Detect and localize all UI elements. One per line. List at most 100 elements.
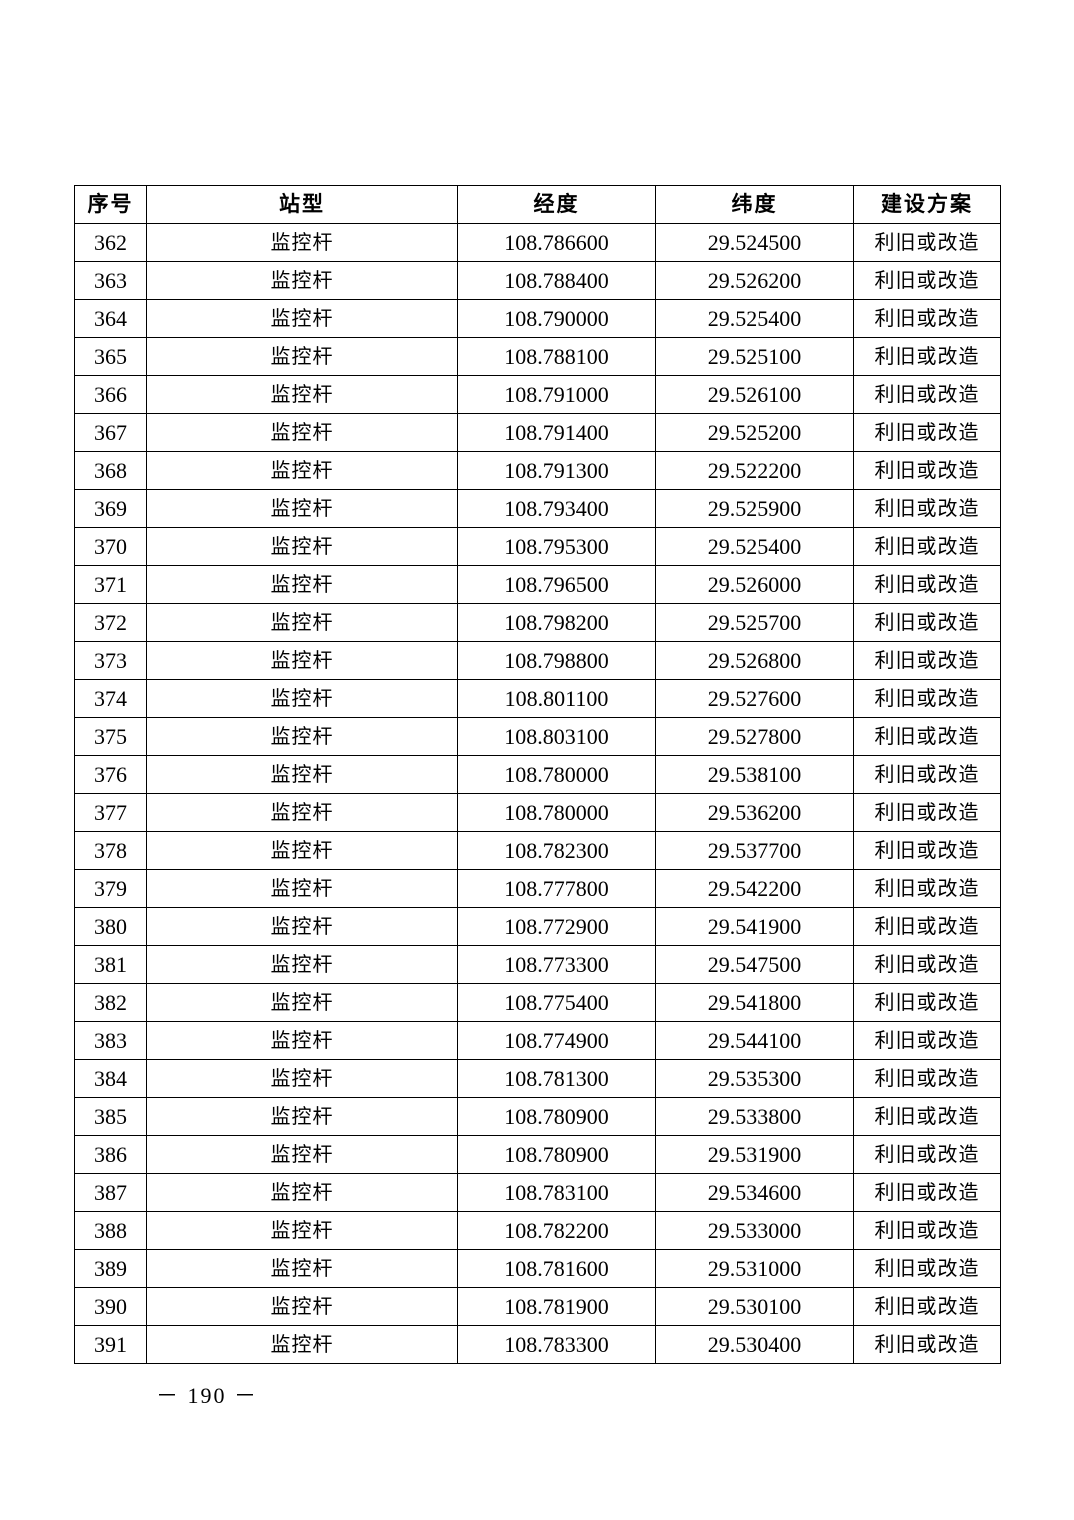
cell-station-type: 监控杆	[146, 413, 458, 452]
cell-sequence: 380	[74, 907, 147, 946]
table-row: 383 监控杆 108.774900 29.544100 利旧或改造	[74, 1021, 1001, 1060]
cell-construction-plan: 利旧或改造	[853, 641, 1001, 680]
cell-construction-plan: 利旧或改造	[853, 375, 1001, 414]
cell-longitude: 108.791000	[457, 375, 656, 414]
cell-longitude: 108.803100	[457, 717, 656, 756]
cell-longitude: 108.781300	[457, 1059, 656, 1098]
cell-station-type: 监控杆	[146, 1059, 458, 1098]
cell-sequence: 377	[74, 793, 147, 832]
cell-construction-plan: 利旧或改造	[853, 261, 1001, 300]
cell-station-type: 监控杆	[146, 527, 458, 566]
cell-longitude: 108.795300	[457, 527, 656, 566]
cell-longitude: 108.773300	[457, 945, 656, 984]
cell-station-type: 监控杆	[146, 983, 458, 1022]
table-row: 363 监控杆 108.788400 29.526200 利旧或改造	[74, 261, 1001, 300]
cell-construction-plan: 利旧或改造	[853, 869, 1001, 908]
cell-station-type: 监控杆	[146, 679, 458, 718]
table-row: 369 监控杆 108.793400 29.525900 利旧或改造	[74, 489, 1001, 528]
station-table-container: 序号 站型 经度 纬度 建设方案 362 监控杆 108.786600 29.5245…	[74, 185, 1001, 1364]
table-row: 382 监控杆 108.775400 29.541800 利旧或改造	[74, 983, 1001, 1022]
cell-latitude: 29.547500	[655, 945, 854, 984]
cell-construction-plan: 利旧或改造	[853, 1325, 1001, 1364]
cell-construction-plan: 利旧或改造	[853, 451, 1001, 490]
cell-latitude: 29.526000	[655, 565, 854, 604]
cell-station-type: 监控杆	[146, 565, 458, 604]
table-row: 367 监控杆 108.791400 29.525200 利旧或改造	[74, 413, 1001, 452]
cell-station-type: 监控杆	[146, 299, 458, 338]
cell-sequence: 382	[74, 983, 147, 1022]
cell-station-type: 监控杆	[146, 945, 458, 984]
cell-station-type: 监控杆	[146, 793, 458, 832]
cell-construction-plan: 利旧或改造	[853, 983, 1001, 1022]
cell-construction-plan: 利旧或改造	[853, 1021, 1001, 1060]
table-row: 384 监控杆 108.781300 29.535300 利旧或改造	[74, 1059, 1001, 1098]
cell-construction-plan: 利旧或改造	[853, 1249, 1001, 1288]
cell-construction-plan: 利旧或改造	[853, 413, 1001, 452]
table-row: 374 监控杆 108.801100 29.527600 利旧或改造	[74, 679, 1001, 718]
station-table: 序号 站型 经度 纬度 建设方案 362 监控杆 108.786600 29.5245…	[74, 185, 1001, 1364]
table-body: 362 监控杆 108.786600 29.524500 利旧或改造 363 监控杆 108.…	[74, 223, 1001, 1364]
table-row: 365 监控杆 108.788100 29.525100 利旧或改造	[74, 337, 1001, 376]
table-row: 381 监控杆 108.773300 29.547500 利旧或改造	[74, 945, 1001, 984]
cell-sequence: 386	[74, 1135, 147, 1174]
cell-latitude: 29.526200	[655, 261, 854, 300]
cell-station-type: 监控杆	[146, 1135, 458, 1174]
cell-sequence: 362	[74, 223, 147, 262]
cell-latitude: 29.544100	[655, 1021, 854, 1060]
cell-construction-plan: 利旧或改造	[853, 755, 1001, 794]
cell-construction-plan: 利旧或改造	[853, 793, 1001, 832]
cell-station-type: 监控杆	[146, 641, 458, 680]
cell-latitude: 29.525400	[655, 527, 854, 566]
cell-longitude: 108.782300	[457, 831, 656, 870]
cell-sequence: 368	[74, 451, 147, 490]
cell-sequence: 373	[74, 641, 147, 680]
cell-sequence: 365	[74, 337, 147, 376]
cell-sequence: 371	[74, 565, 147, 604]
cell-construction-plan: 利旧或改造	[853, 565, 1001, 604]
cell-latitude: 29.525100	[655, 337, 854, 376]
table-row: 377 监控杆 108.780000 29.536200 利旧或改造	[74, 793, 1001, 832]
cell-longitude: 108.791300	[457, 451, 656, 490]
cell-station-type: 监控杆	[146, 261, 458, 300]
cell-latitude: 29.533800	[655, 1097, 854, 1136]
cell-station-type: 监控杆	[146, 755, 458, 794]
cell-construction-plan: 利旧或改造	[853, 1211, 1001, 1250]
cell-sequence: 389	[74, 1249, 147, 1288]
cell-station-type: 监控杆	[146, 717, 458, 756]
cell-latitude: 29.530100	[655, 1287, 854, 1326]
cell-station-type: 监控杆	[146, 489, 458, 528]
cell-station-type: 监控杆	[146, 1325, 458, 1364]
cell-sequence: 369	[74, 489, 147, 528]
table-row: 376 监控杆 108.780000 29.538100 利旧或改造	[74, 755, 1001, 794]
cell-longitude: 108.780000	[457, 793, 656, 832]
cell-station-type: 监控杆	[146, 869, 458, 908]
cell-construction-plan: 利旧或改造	[853, 1059, 1001, 1098]
cell-sequence: 387	[74, 1173, 147, 1212]
cell-longitude: 108.775400	[457, 983, 656, 1022]
cell-longitude: 108.788400	[457, 261, 656, 300]
cell-sequence: 379	[74, 869, 147, 908]
table-row: 372 监控杆 108.798200 29.525700 利旧或改造	[74, 603, 1001, 642]
cell-station-type: 监控杆	[146, 1021, 458, 1060]
cell-station-type: 监控杆	[146, 375, 458, 414]
table-row: 375 监控杆 108.803100 29.527800 利旧或改造	[74, 717, 1001, 756]
cell-construction-plan: 利旧或改造	[853, 527, 1001, 566]
cell-sequence: 384	[74, 1059, 147, 1098]
cell-longitude: 108.793400	[457, 489, 656, 528]
cell-station-type: 监控杆	[146, 451, 458, 490]
cell-sequence: 375	[74, 717, 147, 756]
table-row: 373 监控杆 108.798800 29.526800 利旧或改造	[74, 641, 1001, 680]
cell-sequence: 366	[74, 375, 147, 414]
cell-sequence: 376	[74, 755, 147, 794]
cell-construction-plan: 利旧或改造	[853, 717, 1001, 756]
cell-latitude: 29.541900	[655, 907, 854, 946]
cell-construction-plan: 利旧或改造	[853, 1097, 1001, 1136]
cell-construction-plan: 利旧或改造	[853, 945, 1001, 984]
cell-latitude: 29.530400	[655, 1325, 854, 1364]
cell-latitude: 29.524500	[655, 223, 854, 262]
cell-longitude: 108.798800	[457, 641, 656, 680]
cell-station-type: 监控杆	[146, 1249, 458, 1288]
cell-longitude: 108.777800	[457, 869, 656, 908]
cell-construction-plan: 利旧或改造	[853, 337, 1001, 376]
cell-longitude: 108.781600	[457, 1249, 656, 1288]
